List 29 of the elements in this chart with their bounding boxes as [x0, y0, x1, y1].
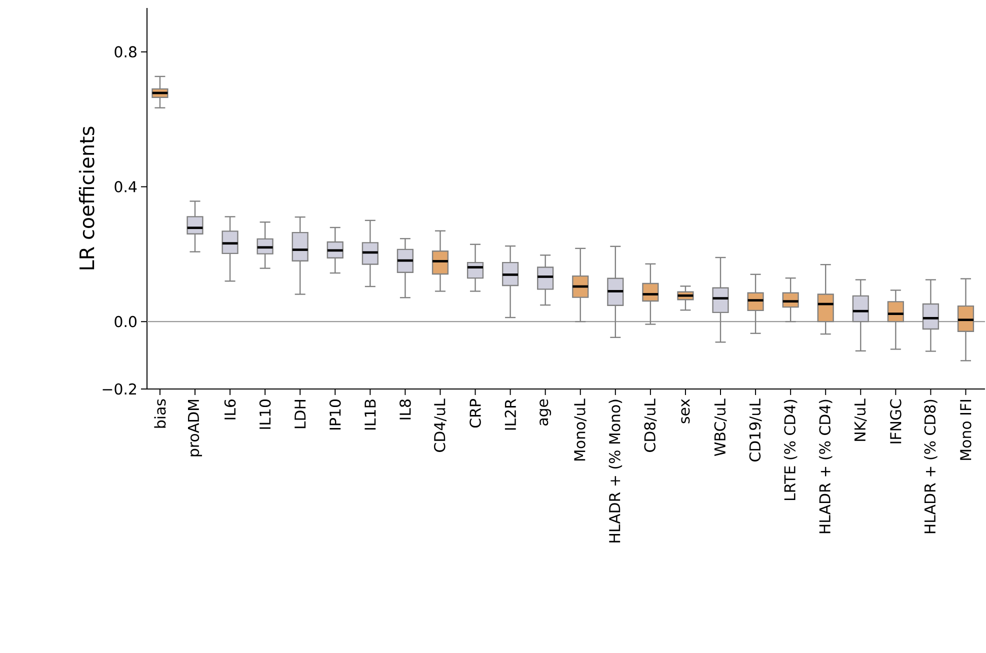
x-tick-label: WBC/uL	[714, 398, 727, 456]
y-tick-label: 0.8	[114, 46, 136, 58]
x-tick-label: sex	[681, 399, 690, 424]
x-tick-label: IL1B	[364, 400, 376, 430]
x-tick-label: HLADR + (% CD4)	[818, 400, 832, 534]
y-axis-title: LR coefficients	[78, 126, 94, 270]
x-tick-label: Mono IFI	[960, 400, 972, 460]
y-tick-label: 0.0	[114, 316, 136, 328]
x-tick-label: NK/uL	[854, 398, 867, 441]
x-tick-label: IL8	[400, 400, 411, 420]
x-tick-label: Mono/uL	[574, 398, 587, 461]
x-tick-label: IL6	[224, 399, 236, 420]
x-tick-label: LDH	[294, 400, 306, 428]
x-tick-label: IP10	[329, 400, 341, 430]
y-tick-label: 0.4	[114, 181, 137, 192]
x-tick-label: CD4/uL	[434, 398, 446, 452]
x-tick-label: proADM	[188, 400, 202, 456]
x-tick-label: age	[540, 399, 552, 426]
x-tick-label: HLADR + (% Mono)	[608, 400, 622, 542]
x-tick-label: CRP	[470, 399, 481, 428]
x-tick-label: IL10	[259, 400, 271, 429]
x-tick-label: CD8/uL	[644, 398, 657, 452]
x-tick-label: IL2R	[504, 398, 516, 430]
x-tick-label: HLADR + (% CD8)	[924, 400, 938, 534]
x-tick-label: CD19/uL	[749, 398, 762, 462]
x-tick-label: IFNGC	[890, 399, 902, 444]
x-tick-label: bias	[154, 399, 166, 428]
y-tick-label: −0.2	[102, 383, 136, 395]
x-tick-label: LRTE (% CD4)	[784, 400, 798, 500]
